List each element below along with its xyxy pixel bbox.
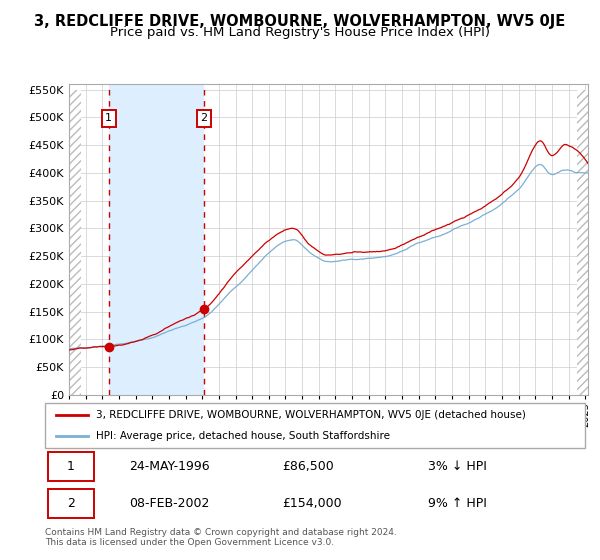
Text: 9% ↑ HPI: 9% ↑ HPI [428,497,487,510]
Text: 08-FEB-2002: 08-FEB-2002 [128,497,209,510]
Text: £154,000: £154,000 [283,497,342,510]
Text: 24-MAY-1996: 24-MAY-1996 [128,460,209,473]
Text: 1: 1 [67,460,74,473]
Text: 3, REDCLIFFE DRIVE, WOMBOURNE, WOLVERHAMPTON, WV5 0JE (detached house): 3, REDCLIFFE DRIVE, WOMBOURNE, WOLVERHAM… [96,410,526,421]
Text: HPI: Average price, detached house, South Staffordshire: HPI: Average price, detached house, Sout… [96,431,391,441]
Text: 3, REDCLIFFE DRIVE, WOMBOURNE, WOLVERHAMPTON, WV5 0JE: 3, REDCLIFFE DRIVE, WOMBOURNE, WOLVERHAM… [34,14,566,29]
Text: 3% ↓ HPI: 3% ↓ HPI [428,460,487,473]
Bar [109,84,204,395]
FancyBboxPatch shape [48,489,94,518]
Text: £86,500: £86,500 [283,460,334,473]
Text: Price paid vs. HM Land Registry's House Price Index (HPI): Price paid vs. HM Land Registry's House … [110,26,490,39]
Text: 2: 2 [67,497,74,510]
FancyBboxPatch shape [45,403,585,448]
Text: Contains HM Land Registry data © Crown copyright and database right 2024.
This d: Contains HM Land Registry data © Crown c… [45,528,397,547]
Text: 2: 2 [200,114,208,123]
FancyBboxPatch shape [48,452,94,482]
Text: 1: 1 [105,114,112,123]
